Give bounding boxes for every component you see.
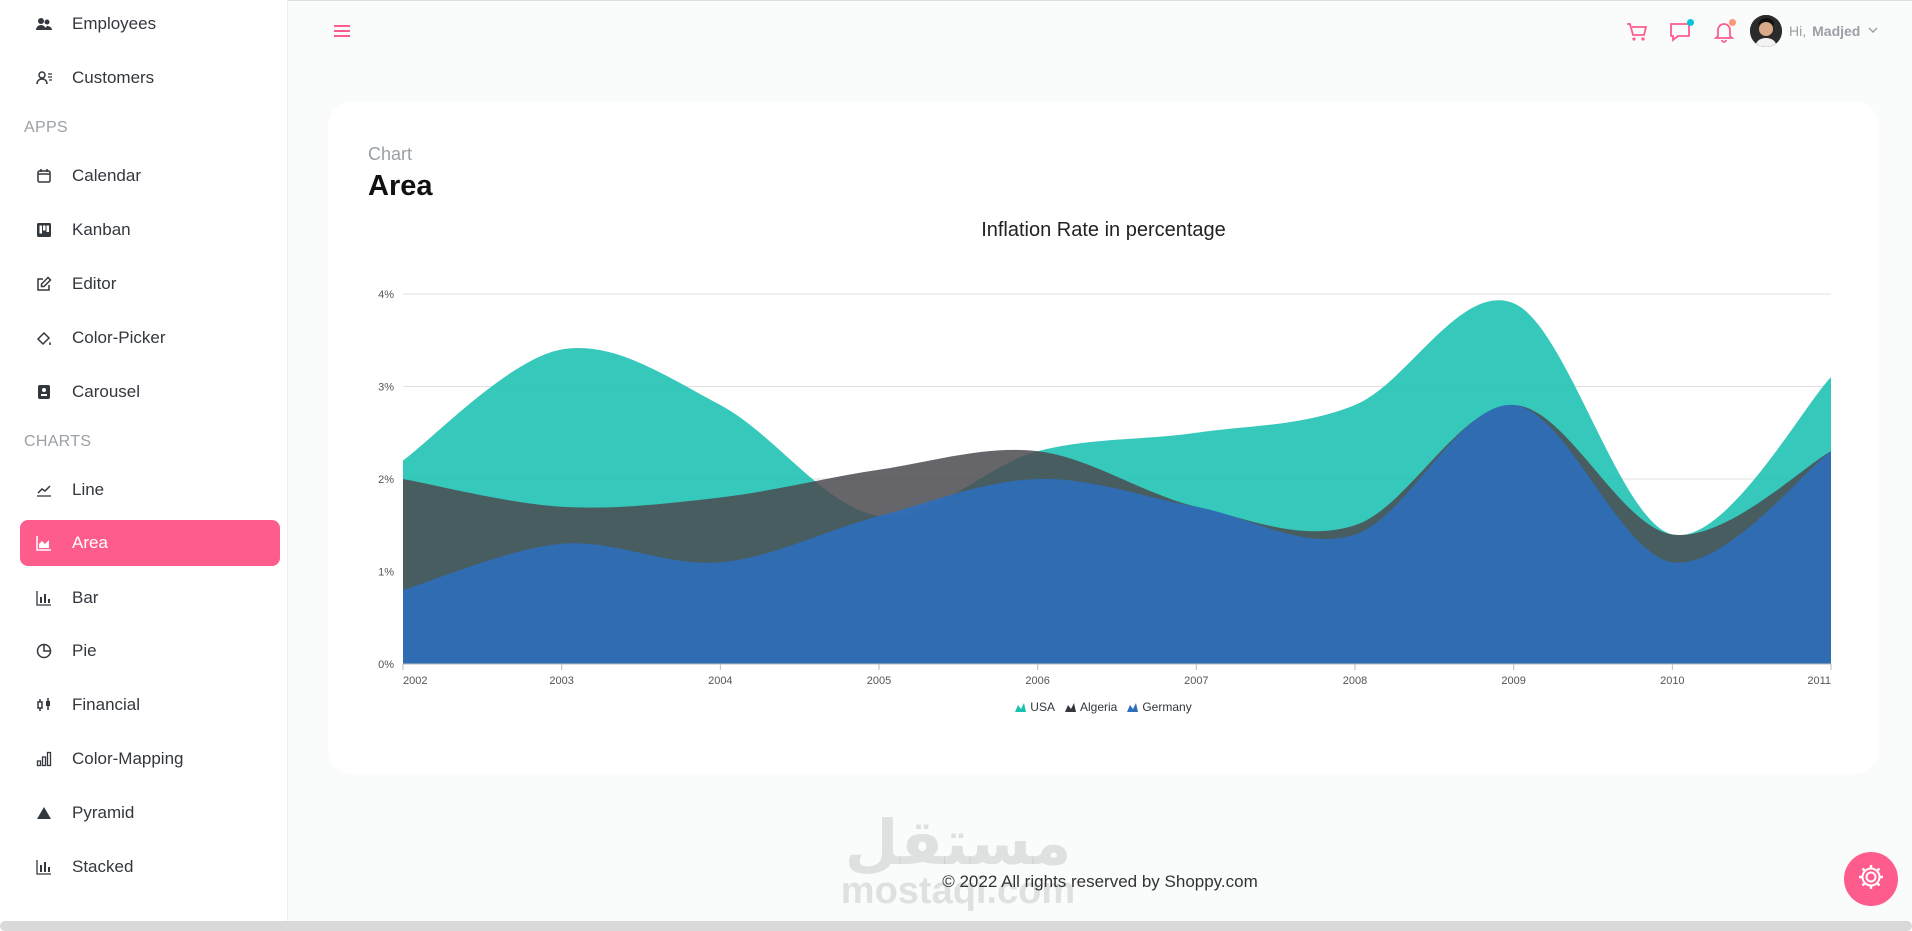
color-mapping-icon <box>36 751 52 767</box>
watermark-arabic: مستقل <box>844 809 1072 878</box>
top-navbar: Hi, Madjed <box>288 0 1912 62</box>
line-chart-icon <box>36 482 52 498</box>
x-tick-label: 2010 <box>1660 675 1684 687</box>
sidebar-item-financial[interactable]: Financial <box>20 682 280 728</box>
color-picker-icon <box>36 330 52 346</box>
stacked-icon <box>36 859 52 875</box>
x-tick-label: 2003 <box>549 675 573 687</box>
notification-icon[interactable] <box>1711 19 1737 45</box>
pyramid-icon <box>36 805 52 821</box>
legend-label: USA <box>1030 700 1055 714</box>
chart-areas <box>403 300 1831 664</box>
sidebar-item-area[interactable]: Area <box>20 520 280 566</box>
sidebar-item-label: Customers <box>72 68 155 87</box>
sidebar-item-label: Pie <box>72 641 97 660</box>
x-tick-label: 2006 <box>1025 675 1049 687</box>
area-series-germany <box>403 404 1831 664</box>
legend-marker-germany <box>1127 702 1139 712</box>
sidebar-item-editor[interactable]: Editor <box>20 261 280 307</box>
sidebar-item-kanban[interactable]: Kanban <box>20 207 280 253</box>
y-tick-label: 2% <box>378 474 394 486</box>
sidebar-item-label: Color-Picker <box>72 328 166 347</box>
menu-icon[interactable] <box>331 21 353 41</box>
sidebar-item-pyramid[interactable]: Pyramid <box>20 790 280 836</box>
chat-icon[interactable] <box>1668 19 1694 45</box>
chart-title: Inflation Rate in percentage <box>981 219 1226 241</box>
x-tick-label: 2007 <box>1184 675 1208 687</box>
sidebar-item-label: Area <box>72 533 108 552</box>
bar-chart-icon <box>36 590 52 606</box>
chart-axes: 0% 1% 2% 3% 4% 2002 2003 2004 2005 2006 2007 2008 20… <box>378 289 1832 687</box>
x-tick-label: 2008 <box>1343 675 1367 687</box>
notification-badge <box>1729 19 1736 26</box>
legend-item-usa[interactable]: USA <box>1015 700 1055 714</box>
legend-marker-usa <box>1015 702 1027 712</box>
sidebar-item-label: Color-Mapping <box>72 749 184 768</box>
avatar <box>1750 15 1782 47</box>
sidebar-item-calendar[interactable]: Calendar <box>20 153 280 199</box>
y-tick-label: 0% <box>378 659 394 671</box>
chart-legend: USA Algeria Germany <box>328 700 1879 714</box>
settings-button[interactable] <box>1844 852 1898 906</box>
sidebar-item-label: Pyramid <box>72 803 135 822</box>
x-tick-label: 2002 <box>403 675 427 687</box>
sidebar-item-color-mapping[interactable]: Color-Mapping <box>20 736 280 782</box>
sidebar-item-customers[interactable]: Customers <box>20 55 280 101</box>
kanban-icon <box>36 222 52 238</box>
watermark: مستقل mostaqi.com <box>838 806 1078 916</box>
sidebar-item-color-picker[interactable]: Color-Picker <box>20 315 280 361</box>
sidebar: Employees Customers APPS Calendar Kanban… <box>0 0 288 931</box>
sidebar-item-label: Stacked <box>72 857 134 876</box>
area-chart-icon <box>36 535 52 551</box>
area-chart: 0% 1% 2% 3% 4% 2002 2003 2004 2005 2006 2007 2008 20… <box>378 289 1832 687</box>
legend-label: Algeria <box>1079 700 1118 714</box>
sidebar-item-carousel[interactable]: Carousel <box>20 369 280 415</box>
y-tick-label: 4% <box>378 289 394 301</box>
customers-icon <box>36 70 52 86</box>
x-tick-label: 2004 <box>708 675 732 687</box>
sidebar-item-label: Editor <box>72 274 117 293</box>
horizontal-scrollbar[interactable] <box>0 921 1912 931</box>
page-category: Chart <box>368 144 413 164</box>
page-title: Area <box>368 170 433 202</box>
footer-text: © 2022 All rights reserved by Shoppy.com <box>942 872 1258 891</box>
pie-chart-icon <box>36 643 52 659</box>
sidebar-item-label: Kanban <box>72 220 131 239</box>
sidebar-item-stacked[interactable]: Stacked <box>20 844 280 890</box>
username: Madjed <box>1812 23 1861 39</box>
cart-icon[interactable] <box>1624 19 1650 45</box>
sidebar-item-pie[interactable]: Pie <box>20 628 280 674</box>
greeting: Hi, <box>1789 23 1807 39</box>
section-title-apps: APPS <box>24 119 68 136</box>
x-tick-label: 2005 <box>867 675 891 687</box>
carousel-icon <box>36 384 52 400</box>
x-tick-label: 2009 <box>1501 675 1525 687</box>
sidebar-item-line[interactable]: Line <box>20 467 280 513</box>
legend-label: Germany <box>1142 700 1192 714</box>
legend-item-algeria[interactable]: Algeria <box>1064 700 1118 714</box>
sidebar-item-label: Line <box>72 480 105 499</box>
chevron-down-icon[interactable] <box>1868 22 1878 40</box>
calendar-icon <box>36 168 52 184</box>
sidebar-item-label: Carousel <box>72 382 141 401</box>
chart-card: Chart Area Inflation Rate in percentage … <box>328 102 1879 774</box>
legend-item-germany[interactable]: Germany <box>1127 700 1192 714</box>
gear-icon <box>1856 862 1886 897</box>
sidebar-item-label: Employees <box>72 14 157 33</box>
chat-badge <box>1687 19 1694 26</box>
sidebar-item-label: Bar <box>72 588 99 607</box>
sidebar-item-label: Financial <box>72 695 141 714</box>
y-tick-label: 3% <box>378 382 394 394</box>
sidebar-item-employees[interactable]: Employees <box>20 1 280 47</box>
user-profile[interactable]: Hi, Madjed <box>1750 13 1878 49</box>
section-title-charts: CHARTS <box>24 433 92 450</box>
employees-icon <box>36 16 52 32</box>
x-tick-label: 2011 <box>1807 675 1831 687</box>
editor-icon <box>36 276 52 292</box>
sidebar-item-label: Calendar <box>72 166 141 185</box>
legend-marker-algeria <box>1064 702 1076 712</box>
sidebar-item-bar[interactable]: Bar <box>20 575 280 621</box>
y-tick-label: 1% <box>378 567 394 579</box>
financial-icon <box>36 697 52 713</box>
